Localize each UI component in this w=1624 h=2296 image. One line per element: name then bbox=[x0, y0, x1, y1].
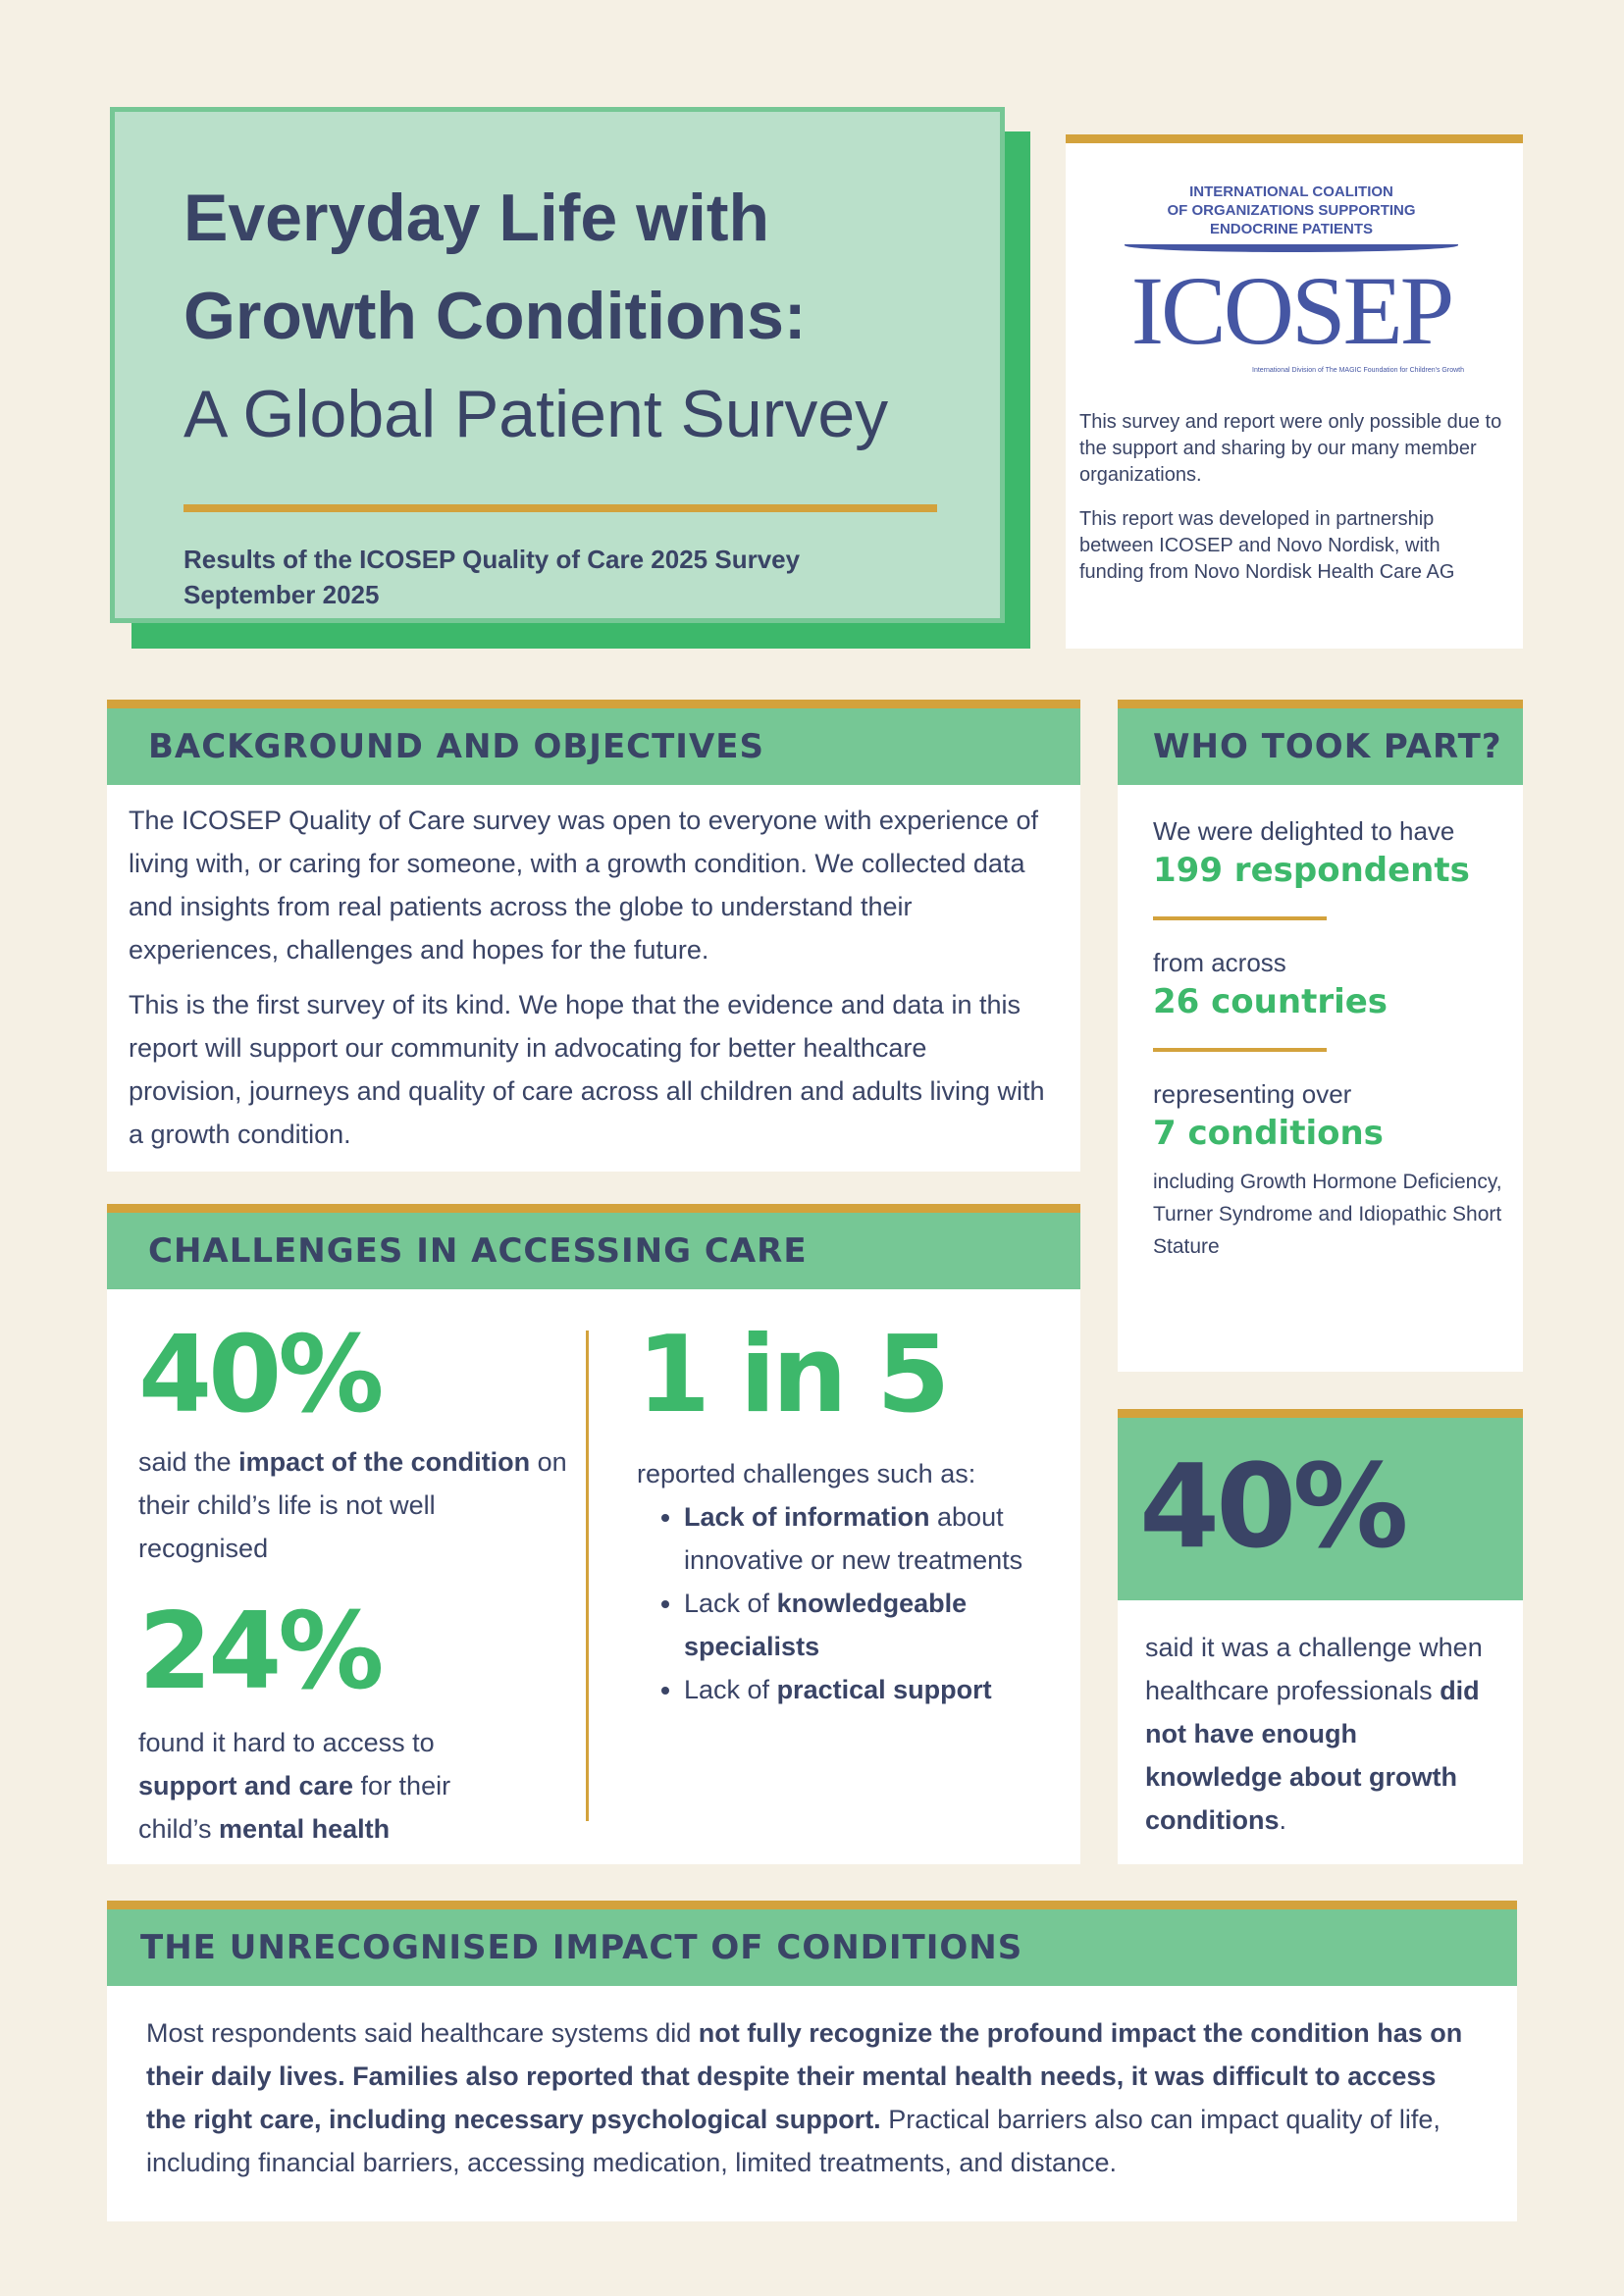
background-section: BACKGROUND AND OBJECTIVES The ICOSEP Qua… bbox=[107, 700, 1080, 1172]
title-line1: Everyday Life with bbox=[183, 181, 770, 255]
impact-section: THE UNRECOGNISED IMPACT OF CONDITIONS Mo… bbox=[107, 1901, 1517, 2221]
sponsor-text-2: This report was developed in partnership… bbox=[1079, 508, 1455, 583]
hcp-stat-banner: 40% bbox=[1118, 1418, 1523, 1600]
title-block: Everyday Life with Growth Conditions: A … bbox=[110, 107, 1005, 623]
who-intro-1: We were delighted to have bbox=[1153, 816, 1455, 846]
logo-swoosh bbox=[1125, 238, 1458, 252]
background-heading: BACKGROUND AND OBJECTIVES bbox=[107, 708, 1080, 785]
mental-health-stat-text: found it hard to access to support and c… bbox=[138, 1728, 451, 1844]
conditions-stat: 7 conditions bbox=[1153, 1114, 1384, 1153]
impact-stat-text: said the impact of the condition on thei… bbox=[138, 1447, 567, 1563]
challenges-section: CHALLENGES IN ACCESSING CARE 40% said th… bbox=[107, 1204, 1080, 1864]
conditions-note: including Growth Hormone Deficiency, Tur… bbox=[1153, 1171, 1502, 1258]
mental-health-stat: 24% bbox=[138, 1591, 385, 1713]
who-took-part-section: WHO TOOK PART? We were delighted to have… bbox=[1118, 700, 1523, 1372]
title-line2: Growth Conditions: bbox=[183, 279, 807, 353]
one-in-five-intro: reported challenges such as: bbox=[637, 1459, 976, 1488]
countries-stat: 26 countries bbox=[1153, 982, 1388, 1021]
list-item: Lack of knowledgeable specialists bbox=[684, 1582, 1069, 1668]
background-para-1: The ICOSEP Quality of Care survey was op… bbox=[129, 806, 1038, 965]
challenges-heading: CHALLENGES IN ACCESSING CARE bbox=[107, 1213, 1080, 1289]
who-heading: WHO TOOK PART? bbox=[1118, 708, 1523, 785]
background-para-2: This is the first survey of its kind. We… bbox=[129, 990, 1045, 1149]
who-intro-2: from across bbox=[1153, 948, 1286, 977]
divider bbox=[1153, 916, 1327, 920]
hcp-knowledge-card: 40% said it was a challenge when healthc… bbox=[1118, 1409, 1523, 1864]
respondents-stat: 199 respondents bbox=[1153, 851, 1470, 890]
impact-heading: THE UNRECOGNISED IMPACT OF CONDITIONS bbox=[107, 1909, 1517, 1986]
challenges-list: Lack of information about innovative or … bbox=[637, 1495, 1069, 1711]
sponsor-card: International Coalition of Organizations… bbox=[1066, 134, 1523, 649]
one-in-five-stat: 1 in 5 bbox=[637, 1314, 950, 1436]
impact-text: Most respondents said healthcare systems… bbox=[146, 2018, 1463, 2177]
title-line3: A Global Patient Survey bbox=[183, 377, 889, 451]
hcp-stat-text: said it was a challenge when healthcare … bbox=[1145, 1633, 1483, 1835]
list-item: Lack of practical support bbox=[684, 1668, 1069, 1711]
subtitle: Results of the ICOSEP Quality of Care 20… bbox=[183, 545, 801, 574]
column-divider bbox=[586, 1331, 589, 1821]
hcp-stat: 40% bbox=[1139, 1438, 1408, 1574]
list-item: Lack of information about innovative or … bbox=[684, 1495, 1069, 1582]
divider bbox=[1153, 1048, 1327, 1052]
impact-stat: 40% bbox=[138, 1314, 385, 1436]
sponsor-text-1: This survey and report were only possibl… bbox=[1079, 411, 1502, 486]
icosep-logo: International Coalition of Organizations… bbox=[1079, 183, 1503, 376]
report-date: September 2025 bbox=[183, 580, 380, 609]
title-divider bbox=[183, 504, 937, 512]
who-intro-3: representing over bbox=[1153, 1079, 1352, 1109]
